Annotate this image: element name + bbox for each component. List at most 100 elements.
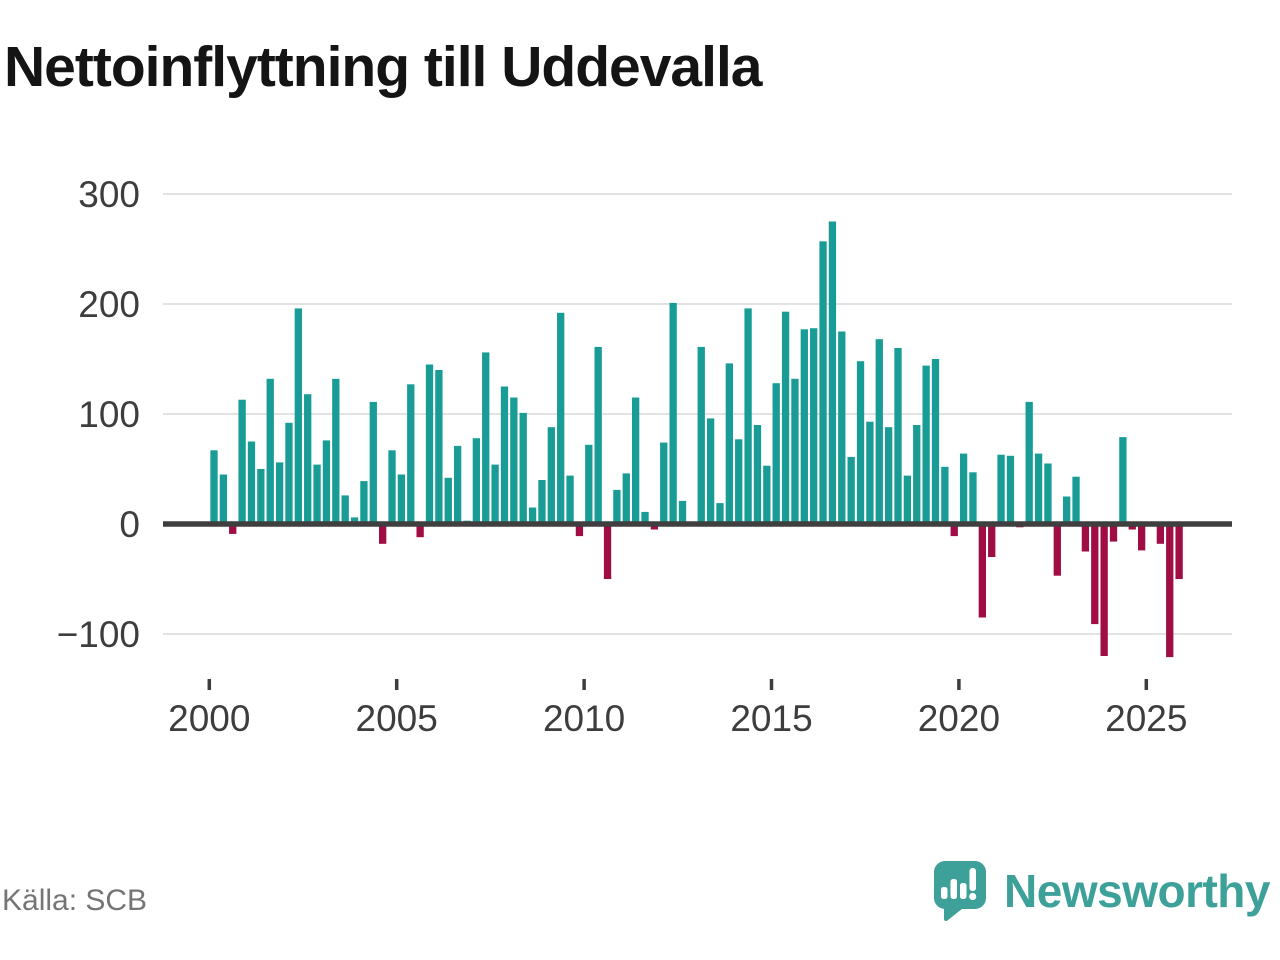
x-tick-label-2020: 2020 — [918, 698, 1000, 739]
bar-2002Q1 — [285, 422, 293, 524]
bar-2011Q3 — [641, 511, 649, 524]
bar-2012Q1 — [660, 442, 668, 524]
bar-2018Q2 — [894, 348, 902, 524]
mini-barchart-glyph — [941, 868, 977, 901]
bar-2016Q1 — [810, 328, 818, 524]
bar-2017Q2 — [856, 361, 865, 524]
bar-2001Q1 — [247, 441, 256, 524]
bar-2014Q4 — [763, 465, 771, 524]
y-tick-label--100: −100 — [57, 614, 140, 655]
bar-2019Q3 — [941, 466, 949, 524]
bar-2018Q4 — [913, 425, 921, 524]
bar-2001Q4 — [275, 462, 284, 524]
bar-2024Q4 — [1137, 524, 1146, 551]
y-tick-label-200: 200 — [78, 284, 140, 325]
bar-2005Q3 — [416, 524, 424, 538]
bar-2006Q2 — [444, 477, 452, 524]
bar-2018Q3 — [903, 475, 912, 524]
brand-lockup: Newsworthy — [932, 860, 1270, 922]
bar-2015Q4 — [800, 329, 808, 524]
bar-2001Q2 — [257, 469, 265, 524]
bar-2004Q3 — [379, 524, 387, 544]
bar-2013Q3 — [716, 503, 724, 524]
bar-2024Q1 — [1109, 524, 1118, 542]
bar-2001Q3 — [266, 378, 274, 524]
bar-2012Q2 — [669, 302, 677, 524]
bar-2009Q1 — [547, 427, 555, 524]
bar-2005Q1 — [397, 474, 406, 524]
bar-2017Q1 — [847, 456, 855, 524]
x-tick-label-2025: 2025 — [1105, 698, 1187, 739]
bar-2000Q2 — [219, 474, 228, 524]
bar-2023Q4 — [1100, 524, 1108, 656]
bar-2010Q3 — [603, 524, 612, 579]
y-tick-label-300: 300 — [78, 174, 140, 215]
bar-2004Q1 — [360, 481, 368, 524]
bar-2016Q4 — [838, 331, 846, 524]
bar-2003Q4 — [350, 517, 359, 524]
bar-2002Q4 — [313, 464, 321, 524]
bar-2020Q4 — [988, 524, 996, 557]
bar-2016Q2 — [819, 241, 827, 525]
bar-2022Q2 — [1044, 463, 1052, 524]
bar-2009Q3 — [566, 475, 574, 524]
bar-2013Q2 — [706, 418, 715, 524]
bar-2020Q2 — [969, 472, 977, 524]
bar-2023Q2 — [1081, 524, 1090, 552]
bar-2021Q2 — [1006, 455, 1015, 524]
bar-2009Q4 — [575, 524, 584, 537]
bar-2004Q4 — [388, 450, 396, 524]
bar-2000Q4 — [238, 399, 246, 524]
bar-2025Q4 — [1175, 524, 1183, 579]
bar-2025Q3 — [1166, 524, 1174, 658]
bar-2021Q4 — [1025, 401, 1033, 524]
bar-2014Q3 — [753, 425, 762, 524]
bar-2019Q2 — [931, 359, 940, 524]
bar-2008Q1 — [510, 397, 518, 524]
bar-2008Q2 — [519, 412, 527, 524]
bar-2003Q2 — [332, 378, 340, 524]
bar-2005Q4 — [425, 364, 434, 524]
bar-2017Q4 — [875, 339, 883, 524]
bar-2020Q3 — [978, 524, 986, 618]
bar-2020Q1 — [959, 453, 968, 524]
x-tick-label-2000: 2000 — [168, 698, 250, 739]
bar-2002Q3 — [304, 394, 312, 524]
bar-2019Q4 — [950, 524, 958, 537]
bar-2004Q2 — [369, 401, 377, 524]
y-tick-label-0: 0 — [119, 504, 140, 545]
bar-2023Q3 — [1091, 524, 1099, 625]
bar-2008Q4 — [538, 480, 546, 524]
bar-2003Q1 — [322, 440, 331, 524]
bar-2002Q2 — [294, 308, 302, 524]
bar-2024Q2 — [1119, 437, 1127, 524]
bar-2005Q2 — [407, 384, 415, 524]
bar-2010Q1 — [585, 444, 593, 524]
y-tick-label-100: 100 — [78, 394, 140, 435]
bar-2014Q2 — [744, 308, 752, 524]
bar-2008Q3 — [528, 507, 537, 524]
brand-name: Newsworthy — [1004, 865, 1270, 917]
bar-2012Q3 — [678, 500, 687, 524]
x-tick-label-2005: 2005 — [356, 698, 438, 739]
newsworthy-logo-icon — [934, 861, 987, 921]
bar-2009Q2 — [557, 312, 565, 524]
bar-2011Q2 — [632, 397, 640, 524]
x-tick-label-2015: 2015 — [730, 698, 812, 739]
bar-2000Q1 — [210, 450, 218, 524]
bar-2017Q3 — [866, 421, 874, 524]
bar-2007Q2 — [482, 352, 490, 524]
bar-2022Q4 — [1063, 496, 1071, 524]
bar-2019Q1 — [922, 365, 930, 524]
bar-2015Q3 — [791, 378, 799, 524]
bar-2023Q1 — [1072, 476, 1080, 524]
bar-2007Q1 — [472, 438, 481, 524]
bar-2018Q1 — [884, 427, 893, 524]
bar-2021Q1 — [997, 454, 1005, 524]
bar-2007Q4 — [500, 386, 509, 524]
bar-2010Q2 — [594, 346, 602, 524]
bar-2022Q1 — [1034, 453, 1043, 524]
bar-2013Q4 — [725, 363, 733, 524]
